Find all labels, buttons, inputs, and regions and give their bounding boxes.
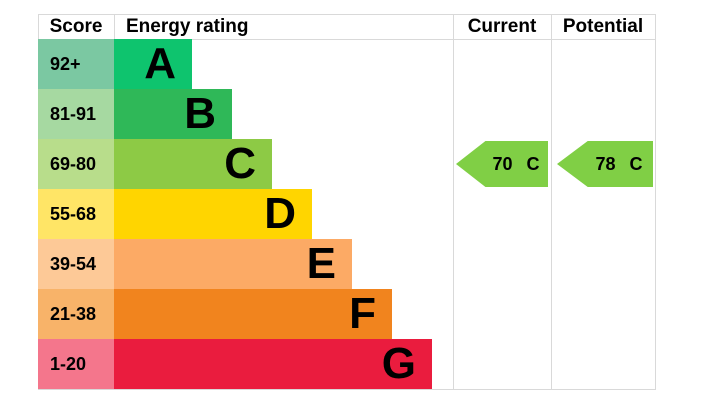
rating-bar-c: C xyxy=(114,139,272,189)
rating-letter-b: B xyxy=(184,89,216,138)
score-range-f: 21-38 xyxy=(38,289,114,339)
table-bottom-border xyxy=(38,389,656,390)
rating-letter-d: D xyxy=(264,189,296,238)
potential-column-left-border xyxy=(551,14,552,390)
rating-letter-c: C xyxy=(224,139,256,188)
score-range-b: 81-91 xyxy=(38,89,114,139)
rating-letter-g: G xyxy=(381,339,416,388)
score-range-e: 39-54 xyxy=(38,239,114,289)
table-right-border xyxy=(655,14,656,390)
current-score-value: 70 xyxy=(492,153,513,174)
rating-bar-g: G xyxy=(114,339,432,389)
rating-letter-a: A xyxy=(144,39,176,88)
rating-letter-e: E xyxy=(306,239,336,288)
rating-bar-a: A xyxy=(114,39,192,89)
score-range-g: 1-20 xyxy=(38,339,114,389)
table-top-border xyxy=(38,14,656,15)
rating-bar-d: D xyxy=(114,189,312,239)
energy-rating-column-header: Energy rating xyxy=(126,16,249,37)
rating-bar-b: B xyxy=(114,89,232,139)
potential-column-header: Potential xyxy=(562,16,644,37)
potential-rating-arrow: 78 C xyxy=(557,141,653,187)
rating-bar-f: F xyxy=(114,289,392,339)
potential-score-value: 78 xyxy=(595,153,616,174)
score-range-a: 92+ xyxy=(38,39,114,89)
header-bottom-border xyxy=(38,39,656,40)
score-column-header: Score xyxy=(49,16,103,37)
current-rating-arrow: 70 C xyxy=(456,141,548,187)
score-range-c: 69-80 xyxy=(38,139,114,189)
rating-bar-e: E xyxy=(114,239,352,289)
potential-band-letter: C xyxy=(629,153,643,174)
current-band-letter: C xyxy=(526,153,540,174)
rating-letter-f: F xyxy=(349,289,376,338)
current-column-left-border xyxy=(453,14,454,390)
current-column-header: Current xyxy=(467,16,537,37)
score-range-d: 55-68 xyxy=(38,189,114,239)
